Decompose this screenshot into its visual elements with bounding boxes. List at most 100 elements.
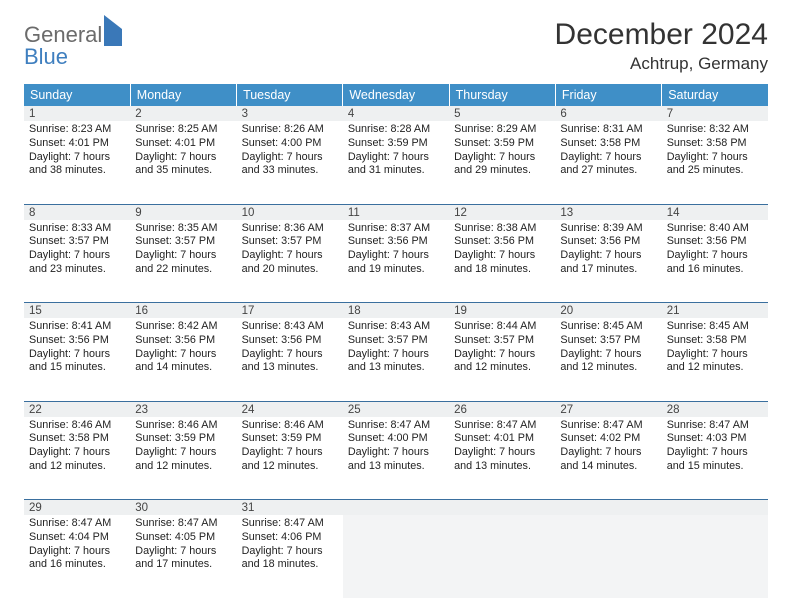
day-content: Sunrise: 8:43 AMSunset: 3:57 PMDaylight:… — [348, 320, 444, 375]
day-cell: Sunrise: 8:32 AMSunset: 3:58 PMDaylight:… — [662, 121, 768, 204]
day-line: Sunrise: 8:26 AM — [242, 123, 338, 137]
day-number: 16 — [130, 303, 236, 319]
day-cell: Sunrise: 8:26 AMSunset: 4:00 PMDaylight:… — [237, 121, 343, 204]
day-line: Sunrise: 8:38 AM — [454, 222, 550, 236]
day-cell: Sunrise: 8:45 AMSunset: 3:58 PMDaylight:… — [662, 318, 768, 401]
day-line: Sunset: 3:58 PM — [560, 137, 656, 151]
day-number: 11 — [343, 204, 449, 220]
day-line: Sunrise: 8:45 AM — [667, 320, 763, 334]
day-cell: Sunrise: 8:25 AMSunset: 4:01 PMDaylight:… — [130, 121, 236, 204]
day-content: Sunrise: 8:44 AMSunset: 3:57 PMDaylight:… — [454, 320, 550, 375]
day-line: and 25 minutes. — [667, 164, 763, 178]
day-line: Sunset: 3:57 PM — [348, 334, 444, 348]
week-row: Sunrise: 8:41 AMSunset: 3:56 PMDaylight:… — [24, 318, 768, 401]
day-line: Sunrise: 8:45 AM — [560, 320, 656, 334]
day-number: 18 — [343, 303, 449, 319]
logo-text-blue: Blue — [24, 44, 122, 70]
day-line: and 22 minutes. — [135, 263, 231, 277]
day-line: Daylight: 7 hours — [135, 545, 231, 559]
day-cell: Sunrise: 8:38 AMSunset: 3:56 PMDaylight:… — [449, 220, 555, 303]
day-line: Sunrise: 8:47 AM — [560, 419, 656, 433]
day-cell: Sunrise: 8:43 AMSunset: 3:57 PMDaylight:… — [343, 318, 449, 401]
day-line: Sunset: 3:59 PM — [454, 137, 550, 151]
week-row: Sunrise: 8:23 AMSunset: 4:01 PMDaylight:… — [24, 121, 768, 204]
day-line: and 20 minutes. — [242, 263, 338, 277]
weekday-header: Saturday — [662, 84, 768, 106]
day-number: 15 — [24, 303, 130, 319]
day-content: Sunrise: 8:43 AMSunset: 3:56 PMDaylight:… — [242, 320, 338, 375]
day-line: Sunrise: 8:31 AM — [560, 123, 656, 137]
day-line: Daylight: 7 hours — [135, 446, 231, 460]
day-line: Daylight: 7 hours — [560, 348, 656, 362]
day-number — [555, 500, 661, 516]
day-cell: Sunrise: 8:29 AMSunset: 3:59 PMDaylight:… — [449, 121, 555, 204]
day-line: Sunrise: 8:25 AM — [135, 123, 231, 137]
day-content: Sunrise: 8:46 AMSunset: 3:59 PMDaylight:… — [242, 419, 338, 474]
day-line: and 38 minutes. — [29, 164, 125, 178]
day-line: Sunrise: 8:28 AM — [348, 123, 444, 137]
day-content: Sunrise: 8:39 AMSunset: 3:56 PMDaylight:… — [560, 222, 656, 277]
day-number: 2 — [130, 106, 236, 121]
day-line: and 13 minutes. — [242, 361, 338, 375]
location-label: Achtrup, Germany — [555, 54, 768, 74]
day-line: Daylight: 7 hours — [29, 545, 125, 559]
day-line: Daylight: 7 hours — [560, 151, 656, 165]
title-block: December 2024 Achtrup, Germany — [555, 18, 768, 74]
day-number: 25 — [343, 401, 449, 417]
day-line: and 12 minutes. — [29, 460, 125, 474]
day-line: Sunset: 4:04 PM — [29, 531, 125, 545]
day-cell: Sunrise: 8:47 AMSunset: 4:00 PMDaylight:… — [343, 417, 449, 500]
day-cell — [343, 515, 449, 598]
day-line: and 15 minutes. — [667, 460, 763, 474]
day-line: Sunrise: 8:47 AM — [242, 517, 338, 531]
day-line: Daylight: 7 hours — [560, 249, 656, 263]
day-number: 19 — [449, 303, 555, 319]
day-line: Sunset: 3:57 PM — [29, 235, 125, 249]
day-number — [449, 500, 555, 516]
day-number: 8 — [24, 204, 130, 220]
day-number: 1 — [24, 106, 130, 121]
day-line: Sunset: 4:00 PM — [242, 137, 338, 151]
day-number: 6 — [555, 106, 661, 121]
day-line: Sunset: 4:03 PM — [667, 432, 763, 446]
day-line: and 12 minutes. — [242, 460, 338, 474]
day-line: Sunrise: 8:46 AM — [29, 419, 125, 433]
day-cell: Sunrise: 8:43 AMSunset: 3:56 PMDaylight:… — [237, 318, 343, 401]
day-number: 12 — [449, 204, 555, 220]
day-content: Sunrise: 8:33 AMSunset: 3:57 PMDaylight:… — [29, 222, 125, 277]
day-line: Sunrise: 8:36 AM — [242, 222, 338, 236]
day-line: Daylight: 7 hours — [29, 446, 125, 460]
day-line: Daylight: 7 hours — [454, 446, 550, 460]
day-line: Sunrise: 8:47 AM — [454, 419, 550, 433]
day-line: Sunset: 3:57 PM — [560, 334, 656, 348]
day-content: Sunrise: 8:47 AMSunset: 4:02 PMDaylight:… — [560, 419, 656, 474]
day-number: 5 — [449, 106, 555, 121]
day-line: Daylight: 7 hours — [454, 151, 550, 165]
day-number: 31 — [237, 500, 343, 516]
day-number: 30 — [130, 500, 236, 516]
day-line: and 18 minutes. — [242, 558, 338, 572]
day-line: Daylight: 7 hours — [454, 348, 550, 362]
day-line: and 17 minutes. — [135, 558, 231, 572]
day-number: 28 — [662, 401, 768, 417]
day-line: and 13 minutes. — [348, 460, 444, 474]
day-line: Sunrise: 8:23 AM — [29, 123, 125, 137]
day-line: and 12 minutes. — [560, 361, 656, 375]
day-line: Sunset: 4:01 PM — [135, 137, 231, 151]
day-cell — [555, 515, 661, 598]
day-content: Sunrise: 8:38 AMSunset: 3:56 PMDaylight:… — [454, 222, 550, 277]
day-content: Sunrise: 8:47 AMSunset: 4:04 PMDaylight:… — [29, 517, 125, 572]
day-line: Daylight: 7 hours — [29, 348, 125, 362]
day-content: Sunrise: 8:46 AMSunset: 3:58 PMDaylight:… — [29, 419, 125, 474]
day-line: Daylight: 7 hours — [135, 151, 231, 165]
day-content: Sunrise: 8:47 AMSunset: 4:03 PMDaylight:… — [667, 419, 763, 474]
day-line: Sunset: 3:59 PM — [242, 432, 338, 446]
day-line: Daylight: 7 hours — [667, 249, 763, 263]
weekday-header: Monday — [130, 84, 236, 106]
logo: General Blue — [24, 18, 122, 70]
day-number-row: 891011121314 — [24, 204, 768, 220]
day-cell: Sunrise: 8:40 AMSunset: 3:56 PMDaylight:… — [662, 220, 768, 303]
day-cell: Sunrise: 8:47 AMSunset: 4:03 PMDaylight:… — [662, 417, 768, 500]
day-line: and 16 minutes. — [667, 263, 763, 277]
day-line: Daylight: 7 hours — [667, 446, 763, 460]
